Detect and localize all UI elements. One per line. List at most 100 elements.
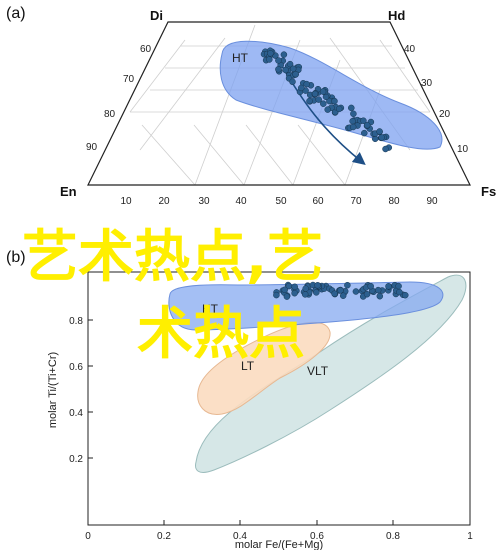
x-tick-label: 0.8 <box>386 531 400 542</box>
data-point <box>311 90 319 98</box>
data-point <box>396 288 403 296</box>
bottom-tick: 20 <box>158 196 170 207</box>
watermark-line-2: 术热点 <box>137 302 305 367</box>
bottom-tick: 90 <box>426 196 438 207</box>
data-point <box>376 292 384 300</box>
data-point <box>314 282 321 289</box>
data-point <box>280 51 288 58</box>
data-point <box>349 117 356 125</box>
vertex-di: Di <box>150 8 163 23</box>
data-point <box>385 283 392 290</box>
ht-field-b-label: HT <box>202 302 219 316</box>
left-tick: 90 <box>86 142 98 153</box>
bottom-tick: 30 <box>198 196 210 207</box>
data-point <box>344 281 351 289</box>
data-point <box>352 288 360 295</box>
data-point <box>283 293 291 300</box>
data-point <box>273 291 280 299</box>
data-point <box>301 291 309 298</box>
data-point <box>289 65 297 73</box>
vertex-fs: Fs <box>481 184 496 199</box>
data-point <box>374 286 382 294</box>
vertex-hd: Hd <box>388 8 405 23</box>
x-tick-label: 0.4 <box>233 531 247 542</box>
vertex-en: En <box>60 184 77 199</box>
data-point <box>298 84 305 92</box>
data-point <box>376 128 383 135</box>
data-point <box>275 57 282 64</box>
data-point <box>266 56 273 63</box>
left-tick: 80 <box>104 109 116 120</box>
ht-field-a-label: HT <box>232 51 249 65</box>
y-tick-label: 0.4 <box>69 408 83 419</box>
left-tick: 70 <box>123 74 135 85</box>
data-point <box>382 145 389 153</box>
x-tick-label: 0.2 <box>157 531 171 542</box>
panel-b-label: (b) <box>6 249 26 266</box>
data-point <box>360 117 367 124</box>
data-point <box>367 282 374 290</box>
data-point <box>291 289 298 297</box>
y-axis-label: molar Ti/(Ti+Cr) <box>47 352 59 428</box>
vlt-field-label: VLT <box>307 364 329 378</box>
data-point <box>331 290 338 297</box>
data-point <box>286 60 294 68</box>
x-axis-label: molar Fe/(Fe+Mg) <box>235 539 323 550</box>
data-point <box>313 289 320 296</box>
data-point <box>302 285 309 292</box>
data-point <box>275 66 282 73</box>
data-point <box>315 96 322 103</box>
bottom-tick: 70 <box>350 196 362 207</box>
right-tick: 20 <box>439 109 451 120</box>
data-point <box>292 70 299 78</box>
right-tick: 30 <box>421 78 433 89</box>
data-point <box>306 97 313 105</box>
data-point <box>289 78 296 86</box>
data-point <box>402 291 409 299</box>
panel-a-label: (a) <box>6 5 26 22</box>
right-tick: 40 <box>404 44 416 55</box>
x-tick-label: 0.6 <box>310 531 324 542</box>
x-tick-label: 0 <box>85 531 91 542</box>
data-point <box>350 110 357 118</box>
data-point <box>361 129 368 137</box>
data-point <box>378 134 385 141</box>
watermark: 艺术热点,艺 术热点 <box>22 225 323 367</box>
x-tick-marks <box>87 520 471 525</box>
data-points-a <box>260 47 393 153</box>
bottom-tick: 40 <box>235 196 247 207</box>
data-point <box>363 121 371 129</box>
data-point <box>324 106 331 113</box>
data-point <box>335 105 343 113</box>
data-point <box>349 123 357 131</box>
right-tick: 10 <box>457 144 469 155</box>
data-point <box>320 100 327 107</box>
lt-field <box>197 321 331 415</box>
data-point <box>281 286 288 294</box>
data-point <box>267 50 274 57</box>
data-point <box>348 104 355 112</box>
y-tick-label: 0.8 <box>69 316 83 327</box>
left-tick: 60 <box>140 44 152 55</box>
bottom-tick: 80 <box>388 196 400 207</box>
data-point <box>331 97 338 105</box>
data-point <box>339 292 347 299</box>
data-point <box>363 290 371 298</box>
lt-field-label: LT <box>241 359 255 373</box>
data-point <box>319 88 327 95</box>
data-point <box>337 287 344 294</box>
data-point <box>395 282 402 290</box>
data-point <box>291 283 298 291</box>
bottom-tick: 60 <box>312 196 324 207</box>
bottom-tick: 10 <box>120 196 132 207</box>
watermark-line-1: 艺术热点,艺 <box>22 225 323 290</box>
data-points-b <box>273 281 409 300</box>
ternary-grid <box>129 24 431 186</box>
data-point <box>282 66 289 74</box>
bottom-tick: 50 <box>275 196 287 207</box>
x-tick-label: 1 <box>467 531 473 542</box>
data-point <box>303 80 310 88</box>
y-tick-label: 0.6 <box>69 362 83 373</box>
y-tick-marks <box>88 319 93 459</box>
